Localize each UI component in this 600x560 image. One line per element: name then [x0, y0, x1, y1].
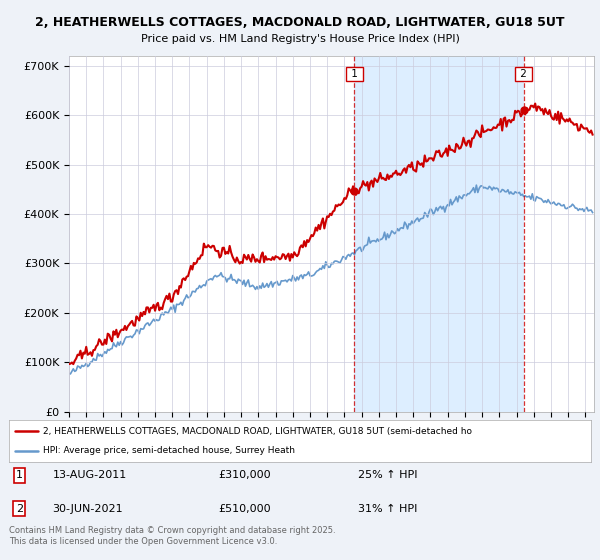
Text: 2: 2: [517, 69, 530, 79]
Text: 13-AUG-2011: 13-AUG-2011: [53, 470, 127, 480]
Text: 1: 1: [348, 69, 361, 79]
Text: £310,000: £310,000: [218, 470, 271, 480]
Text: 30-JUN-2021: 30-JUN-2021: [53, 504, 123, 514]
Text: 25% ↑ HPI: 25% ↑ HPI: [358, 470, 418, 480]
Text: £510,000: £510,000: [218, 504, 271, 514]
Text: Contains HM Land Registry data © Crown copyright and database right 2025.
This d: Contains HM Land Registry data © Crown c…: [9, 526, 335, 546]
Text: 2, HEATHERWELLS COTTAGES, MACDONALD ROAD, LIGHTWATER, GU18 5UT: 2, HEATHERWELLS COTTAGES, MACDONALD ROAD…: [35, 16, 565, 29]
Text: 2, HEATHERWELLS COTTAGES, MACDONALD ROAD, LIGHTWATER, GU18 5UT (semi-detached ho: 2, HEATHERWELLS COTTAGES, MACDONALD ROAD…: [43, 427, 472, 436]
Bar: [355, 56, 524, 412]
Text: 2: 2: [16, 504, 23, 514]
Text: 1: 1: [16, 470, 23, 480]
Text: Price paid vs. HM Land Registry's House Price Index (HPI): Price paid vs. HM Land Registry's House …: [140, 34, 460, 44]
Text: 31% ↑ HPI: 31% ↑ HPI: [358, 504, 418, 514]
Text: HPI: Average price, semi-detached house, Surrey Heath: HPI: Average price, semi-detached house,…: [43, 446, 295, 455]
